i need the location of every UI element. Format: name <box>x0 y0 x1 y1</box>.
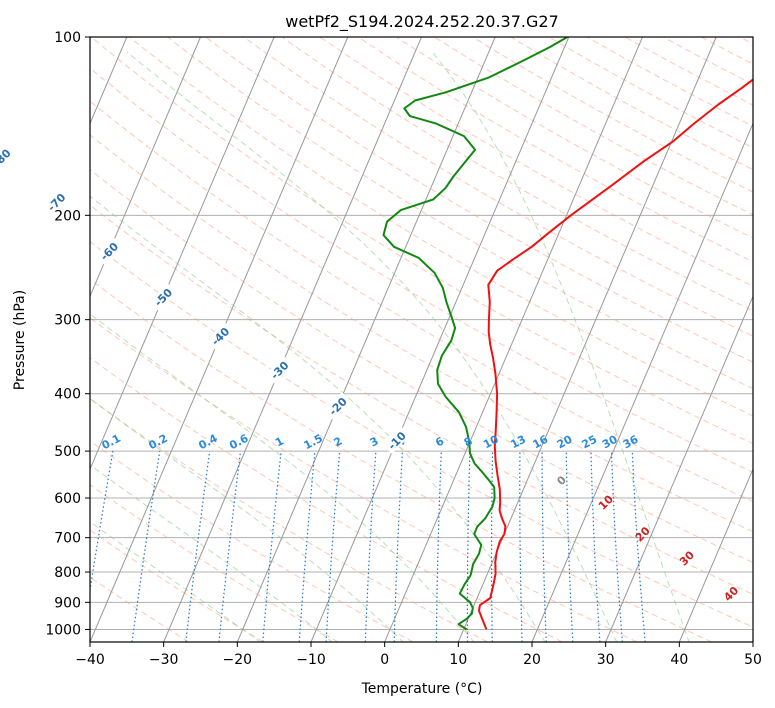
y-tick-label: 300 <box>54 313 81 329</box>
isotherm-label-background <box>149 283 177 311</box>
isotherm-line <box>457 37 717 642</box>
background-lines <box>90 37 753 642</box>
temperature-profile-line <box>478 78 753 630</box>
y-axis-label: Pressure (hPa) <box>12 290 28 390</box>
x-tick-label: −30 <box>149 652 179 668</box>
isotherm-label-background <box>95 237 123 265</box>
chart-title: wetPf2_S194.2024.252.20.37.G27 <box>285 12 559 32</box>
y-tick-label: 600 <box>54 491 81 507</box>
dry-adiabat-line <box>243 37 753 337</box>
isotherm-line <box>236 37 496 642</box>
mixing-ratio-label: 30 <box>600 433 620 452</box>
moist-adiabat-line <box>126 51 618 642</box>
isotherm-line <box>90 37 201 298</box>
isotherm-line <box>531 122 753 642</box>
mixing-ratio-label: 10 <box>481 433 501 452</box>
moist-adiabat-line <box>90 464 333 642</box>
y-tick-label: 700 <box>54 531 81 547</box>
y-tick-label: 200 <box>54 208 81 224</box>
mixing-ratio-label: 20 <box>555 433 575 452</box>
dry-adiabat-line <box>90 37 753 445</box>
dry-adiabat-line <box>90 484 339 642</box>
mixing-ratio-line <box>185 451 211 642</box>
isotherm-label-background <box>265 355 293 384</box>
x-tick-label: 20 <box>523 652 541 668</box>
dry-adiabat-line <box>205 37 753 363</box>
y-axis-ticks: 100 200 300 400 500 600 700 800 900 1000 <box>45 30 90 638</box>
y-tick-label: 900 <box>54 595 81 611</box>
dewpoint-profile-line <box>382 37 568 631</box>
isotherm-label-background <box>382 426 411 455</box>
profile-lines <box>382 37 753 631</box>
dry-adiabat-line <box>90 168 753 564</box>
y-tick-label: 1000 <box>45 622 81 638</box>
mixing-ratio-line <box>131 451 161 642</box>
isotherm-line <box>678 467 753 642</box>
x-axis-label: Temperature (°C) <box>361 681 483 697</box>
isotherm-label-background <box>42 188 70 216</box>
isotherm-line <box>90 37 275 471</box>
dry-adiabat-line <box>90 204 753 595</box>
dry-adiabat-line <box>129 37 753 417</box>
isotherm-label-background <box>323 392 352 420</box>
isotherm-line <box>605 295 753 642</box>
line-labels: 0.10.20.40.611.52346810131620253036-100-… <box>0 143 742 604</box>
moist-adiabat-line <box>431 51 690 642</box>
x-tick-label: −10 <box>296 652 326 668</box>
moist-adiabat-line <box>90 313 475 642</box>
isotherm-label-background <box>206 322 234 350</box>
mixing-ratio-label: 13 <box>508 433 528 452</box>
y-tick-label: 800 <box>54 565 81 581</box>
x-tick-label: 30 <box>597 652 615 668</box>
x-tick-label: −40 <box>75 652 105 668</box>
dry-adiabat-line <box>90 67 753 473</box>
mixing-ratio-line <box>218 451 242 642</box>
isotherm-line <box>384 37 643 642</box>
y-tick-label: 500 <box>54 444 81 460</box>
dry-adiabat-line <box>281 37 753 312</box>
moist-adiabat-line <box>90 521 261 642</box>
mixing-ratio-label: 25 <box>580 433 600 452</box>
dry-adiabat-line <box>90 241 753 628</box>
x-tick-label: 0 <box>380 652 389 668</box>
x-tick-label: −20 <box>223 652 253 668</box>
dry-adiabat-line <box>90 356 563 642</box>
mixing-ratio-label: 16 <box>531 433 551 452</box>
x-tick-label: 50 <box>744 652 762 668</box>
x-axis-ticks: −40 −30 −20 −10 0 10 20 30 40 50 <box>75 642 762 668</box>
y-tick-label: 100 <box>54 30 81 46</box>
isotherm-line <box>310 37 570 642</box>
mixing-ratio-label: 36 <box>621 433 641 452</box>
mixing-ratio-line <box>90 451 114 594</box>
x-tick-label: 40 <box>670 652 688 668</box>
dry-adiabat-line <box>90 317 638 642</box>
x-tick-label: 10 <box>449 652 467 668</box>
y-tick-label: 400 <box>54 387 81 403</box>
dry-adiabat-line <box>90 134 753 533</box>
isotherm-label-background <box>0 143 16 172</box>
plot-frame <box>89 36 754 643</box>
isotherm-line <box>163 37 422 642</box>
plot-area <box>90 37 753 642</box>
dry-adiabat-line <box>90 440 414 642</box>
dry-adiabat-line <box>167 37 753 390</box>
